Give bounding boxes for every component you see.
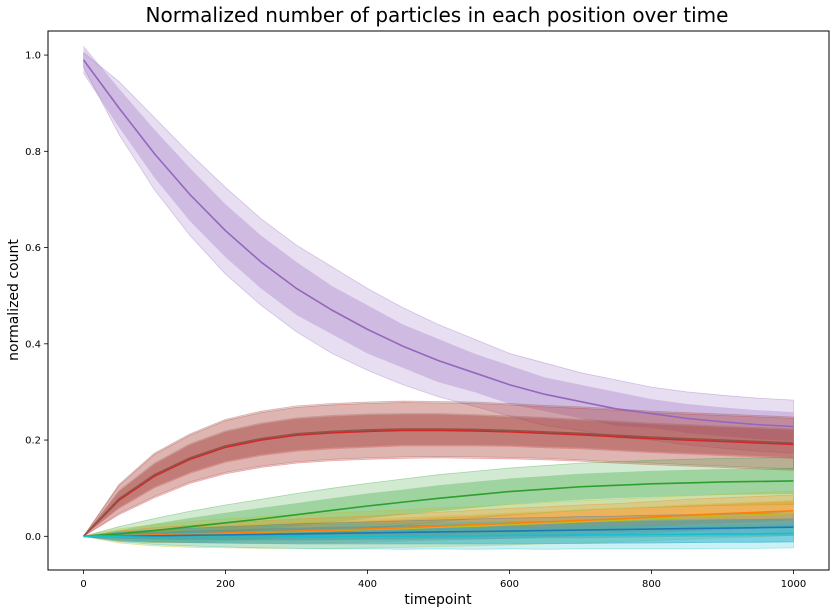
series-0-inner-band	[83, 45, 794, 442]
x-tick-label: 0	[80, 579, 86, 590]
plot-frame	[47, 30, 830, 571]
y-axis-ticks: 0.0 0.2 0.4 0.6 0.8 1.0	[25, 51, 48, 543]
series-0-line	[82, 59, 794, 428]
x-axis-label: timepoint	[404, 592, 472, 608]
x-tick-label: 800	[642, 579, 661, 590]
y-tick-label: 0.2	[25, 436, 41, 447]
series-2-line	[82, 428, 794, 537]
x-tick-label: 600	[500, 579, 519, 590]
series-lines	[82, 59, 794, 539]
y-tick-label: 0.4	[25, 339, 41, 350]
series-5-inner-band	[83, 501, 794, 540]
confidence-bands	[83, 45, 794, 550]
series-7-line	[83, 532, 794, 539]
x-tick-label: 200	[216, 579, 235, 590]
series-0-outer-band	[83, 51, 794, 454]
x-tick-label: 1000	[781, 579, 806, 590]
y-axis-label: normalized count	[6, 239, 22, 361]
y-tick-label: 0.0	[25, 532, 41, 543]
series-1-inner-band	[83, 414, 794, 537]
series-5-line	[83, 510, 794, 538]
x-tick-label: 400	[358, 579, 377, 590]
series-5-outer-band	[83, 494, 794, 544]
y-tick-label: 0.8	[25, 147, 41, 158]
y-tick-label: 1.0	[25, 51, 41, 62]
series-3-line	[83, 480, 794, 538]
series-2-inner-band	[83, 413, 794, 537]
x-axis-ticks: 0 200 400 600 800 1000	[80, 570, 806, 590]
series-1-line	[82, 429, 794, 537]
chart-title: Normalized number of particles in each p…	[146, 3, 729, 27]
series-6-line	[83, 526, 794, 538]
y-tick-label: 0.6	[25, 243, 41, 254]
